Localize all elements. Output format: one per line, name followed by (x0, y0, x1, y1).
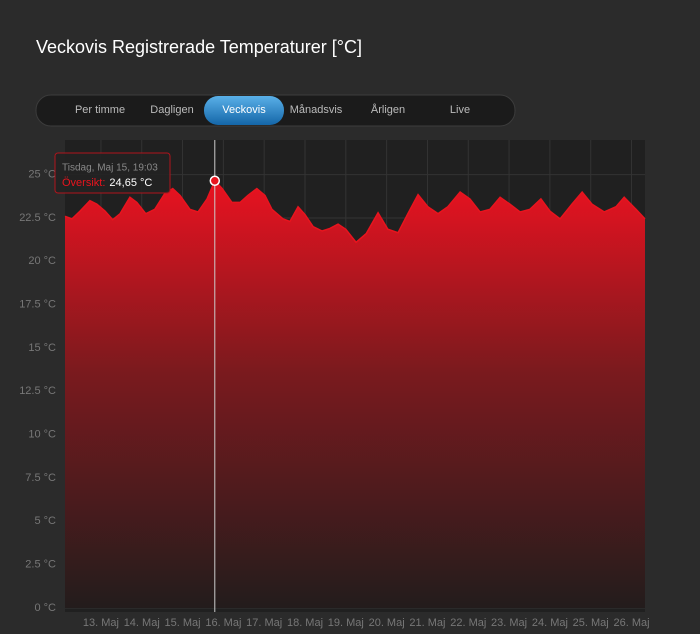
y-tick-label: 22.5 °C (19, 212, 56, 224)
tab[interactable]: Per timme (75, 104, 125, 116)
hover-point (209, 175, 221, 186)
x-tick-label: 14. Maj (124, 617, 160, 629)
x-tick-label: 16. Maj (205, 617, 241, 629)
y-tick-label: 2.5 °C (25, 559, 56, 571)
y-tick-label: 20 °C (28, 255, 56, 267)
y-tick-label: 7.5 °C (25, 472, 56, 484)
tab-active-bg (204, 96, 284, 125)
x-tick-label: 17. Maj (246, 617, 282, 629)
tab[interactable]: Månadsvis (290, 104, 343, 116)
tab[interactable]: Live (450, 104, 470, 116)
x-tick-label: 19. Maj (328, 617, 364, 629)
x-tick-label: 24. Maj (532, 617, 568, 629)
area (65, 180, 645, 608)
x-tick-label: 20. Maj (369, 617, 405, 629)
x-tick-label: 26. Maj (613, 617, 649, 629)
tab[interactable]: Dagligen (150, 104, 193, 116)
line (64, 179, 646, 244)
x-tick-label: 18. Maj (287, 617, 323, 629)
y-tick-label: 17.5 °C (19, 299, 56, 311)
tab[interactable]: Årligen (371, 103, 405, 116)
y-tick-label: 0 °C (34, 602, 56, 614)
tooltip-box (54, 152, 171, 194)
chart-title: Veckovis Registrerade Temperaturer [°C] (36, 37, 362, 57)
y-tick-label: 15 °C (28, 342, 56, 354)
tooltip-series: Översikt: (62, 177, 105, 189)
x-tick-label: 13. Maj (83, 617, 119, 629)
x-tick-label: 21. Maj (409, 617, 445, 629)
y-tick-label: 10 °C (28, 429, 56, 441)
x-tick-label: 23. Maj (491, 617, 527, 629)
y-tick-label: 12.5 °C (19, 385, 56, 397)
y-tick-label: 25 °C (28, 169, 56, 181)
x-tick-label: 15. Maj (165, 617, 201, 629)
y-tick-label: 5 °C (34, 515, 56, 527)
tab[interactable]: Veckovis (222, 104, 266, 116)
tooltip-header: Tisdag, Maj 15, 19:03 (62, 163, 158, 174)
x-tick-label: 22. Maj (450, 617, 486, 629)
tooltip-value: 24,65 °C (109, 177, 152, 189)
x-tick-label: 25. Maj (573, 617, 609, 629)
